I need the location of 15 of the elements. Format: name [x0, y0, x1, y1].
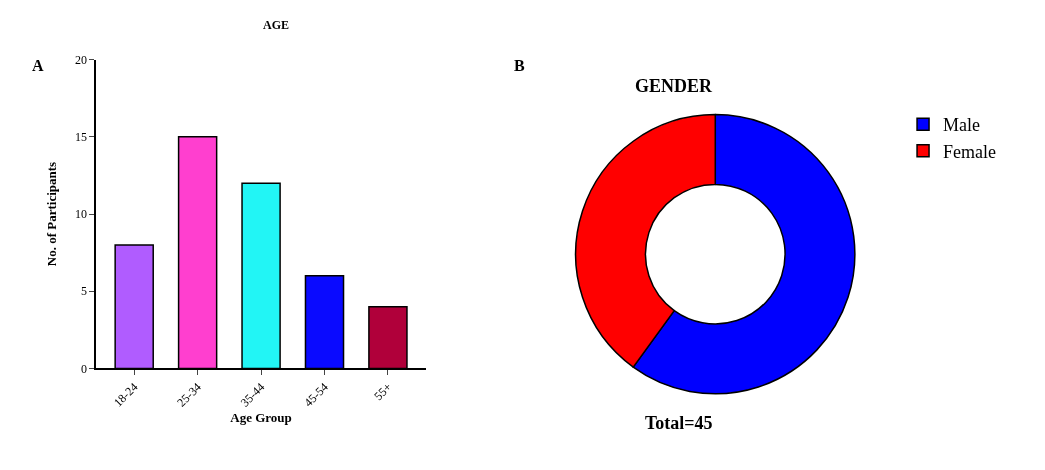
y-tick-label: 0	[80, 361, 87, 376]
chart-title: AGE	[263, 18, 290, 32]
y-tick-label: 15	[74, 130, 87, 145]
y-tick-label: 20	[74, 52, 87, 67]
x-tick-label: 55+	[371, 379, 395, 404]
text: A	[32, 57, 44, 74]
text: B	[514, 57, 525, 74]
y-tick-label: 10	[74, 207, 87, 222]
legend-label: Male	[943, 115, 981, 136]
text: Total=45	[645, 413, 713, 433]
x-axis-title: Age Group	[230, 409, 292, 425]
y-tick-label: 5	[80, 284, 87, 299]
y-axis-title: No. of Participants	[44, 161, 60, 267]
chart-title: GENDER	[635, 76, 714, 96]
legend-label: Female	[943, 141, 997, 162]
